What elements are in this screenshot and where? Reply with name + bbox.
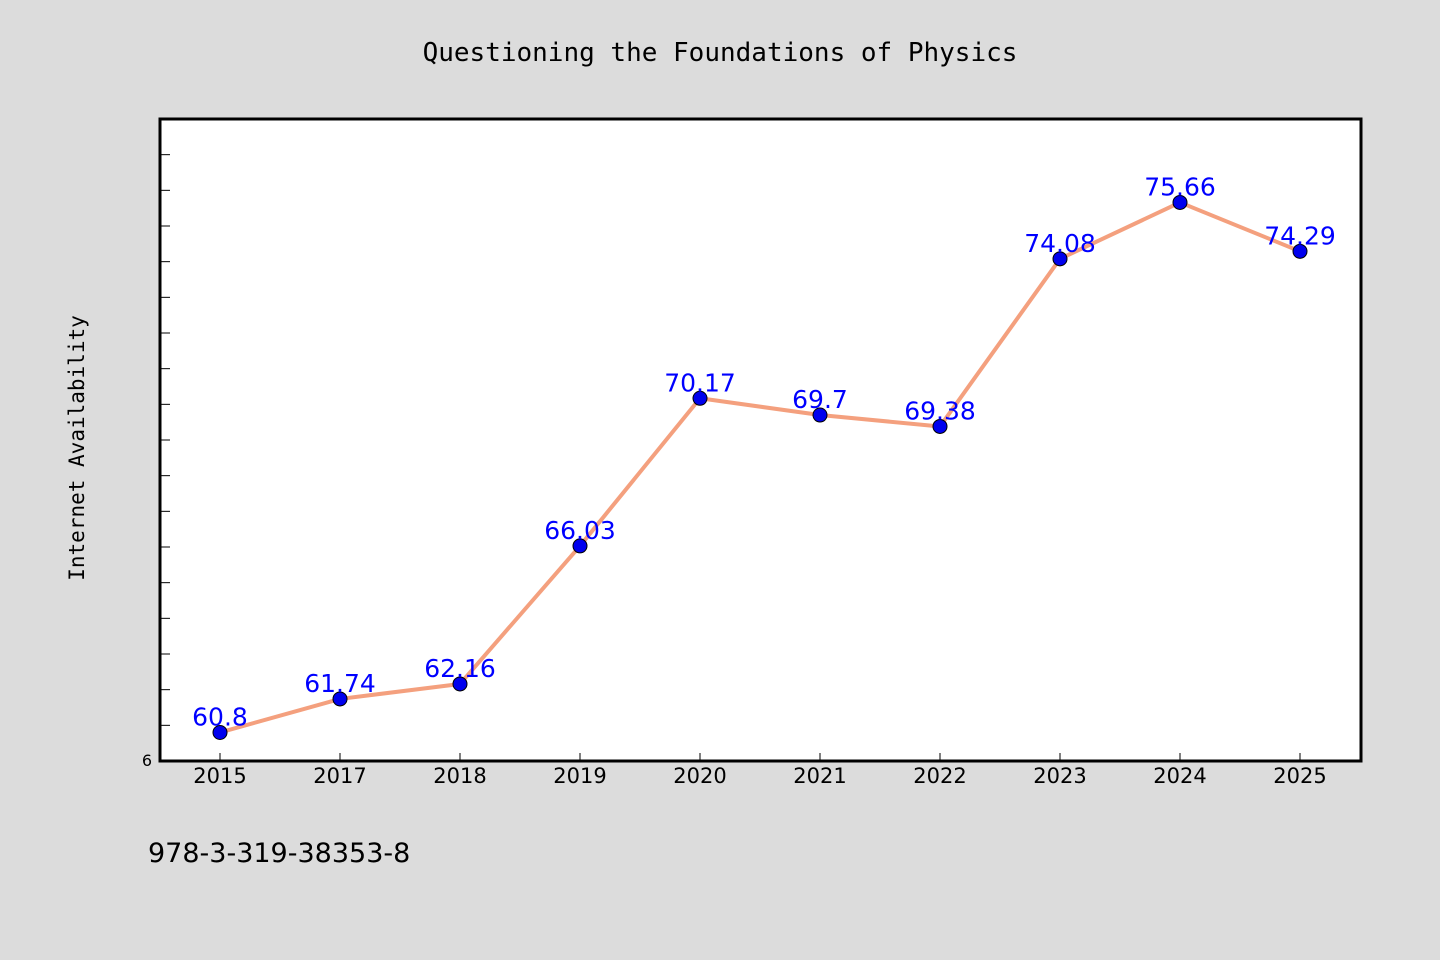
data-label: 62.16: [424, 654, 496, 683]
isbn-text: 978-3-319-38353-8: [148, 838, 410, 869]
x-tick-label: 2017: [313, 764, 366, 788]
x-tick-label: 2019: [553, 764, 606, 788]
data-point: [812, 407, 828, 423]
data-label: 74.29: [1264, 221, 1336, 250]
data-point: [572, 538, 588, 554]
series-line: [218, 200, 1302, 735]
data-label: 75.66: [1144, 172, 1216, 201]
data-label: 60.8: [192, 702, 248, 731]
y-axis-label: Internet Availability: [65, 315, 89, 581]
plot-area: [160, 119, 1361, 761]
series-line-group: [212, 194, 1308, 740]
x-tick-label: 2018: [433, 764, 486, 788]
data-point: [932, 418, 948, 434]
data-label: 61.74: [304, 669, 376, 698]
data-point: [1292, 243, 1308, 259]
x-tick-label: 2022: [913, 764, 966, 788]
data-point: [1172, 194, 1188, 210]
data-point: [692, 390, 708, 406]
plot-frame: [158, 117, 1363, 763]
data-label: 74.08: [1024, 229, 1096, 258]
x-tick-label: 2015: [193, 764, 246, 788]
y-axis-ticks: [160, 154, 170, 726]
x-axis-ticks: 2015 2017 2018 2019 2020 2021 2022 2023 2024 2025: [193, 753, 1327, 788]
data-label: 69.7: [792, 385, 848, 414]
data-point: [1052, 251, 1068, 267]
data-label: 69.38: [904, 396, 976, 425]
data-label: 66.03: [544, 516, 616, 545]
x-tick-label: 2020: [673, 764, 726, 788]
x-tick-label: 2021: [793, 764, 846, 788]
data-point: [332, 691, 348, 707]
data-point: [452, 676, 468, 692]
data-label: 70.17: [664, 368, 736, 397]
data-labels: 60.8 61.74 62.16 66.03 70.17 69.7 69.38 74.08 75…: [192, 172, 1336, 731]
data-point: [212, 724, 228, 740]
chart-title: Questioning the Foundations of Physics: [423, 38, 1018, 68]
x-tick-label: 2025: [1273, 764, 1326, 788]
x-tick-label: 2023: [1033, 764, 1086, 788]
x-tick-label: 2024: [1153, 764, 1206, 788]
y-tick-label: 6: [142, 751, 152, 770]
